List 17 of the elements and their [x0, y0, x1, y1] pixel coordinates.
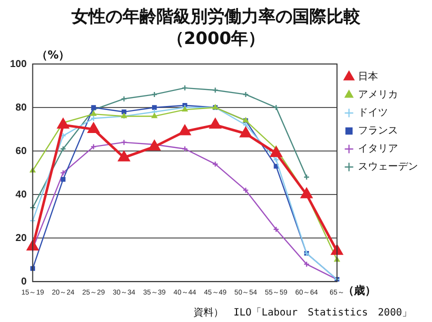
legend-label: スウェーデン — [358, 162, 418, 173]
y-tick-label: 60 — [16, 146, 28, 157]
legend-label: フランス — [358, 126, 398, 137]
legend-label: ドイツ — [358, 108, 388, 119]
y-tick-label: 20 — [16, 232, 28, 244]
y-axis-title: （%） — [36, 48, 70, 62]
chart-subtitle: （2000年） — [166, 28, 266, 50]
legend-label: 日本 — [358, 70, 378, 83]
text: 資料） ILO「Labour Statistics 2000」 — [194, 306, 412, 319]
y-tick-label: 40 — [16, 189, 28, 200]
chart-title: 女性の年齢階級別労働力率の国際比較 — [70, 6, 362, 28]
legend-label: アメリカ — [358, 90, 398, 101]
x-axis-title: （歳） — [343, 284, 376, 297]
y-tick-label: 80 — [16, 102, 28, 114]
legend-label: イタリア — [358, 144, 398, 155]
y-tick-label: 0 — [21, 276, 28, 288]
y-tick-label: 100 — [10, 58, 28, 70]
